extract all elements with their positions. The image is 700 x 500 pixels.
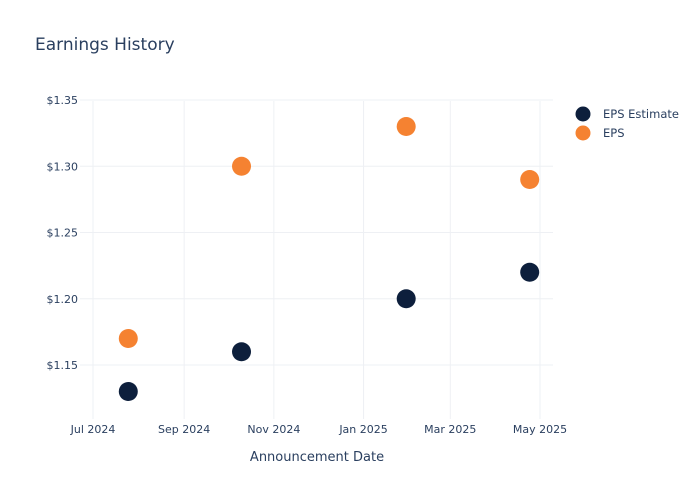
x-axis-title: Announcement Date — [250, 450, 384, 465]
y-tick-label: $1.30 — [47, 160, 79, 173]
eps-estimate-point[interactable] — [396, 289, 416, 309]
eps-point[interactable] — [396, 117, 416, 136]
legend: EPS Estimate EPS — [575, 106, 679, 141]
grid — [80, 99, 553, 419]
eps-point[interactable] — [232, 156, 252, 176]
x-tick-label: Jan 2025 — [338, 423, 387, 436]
eps-estimate-point[interactable] — [118, 382, 138, 401]
legend-label[interactable]: EPS — [603, 126, 625, 140]
chart-title: Earnings History — [35, 35, 175, 55]
data-points — [118, 117, 540, 401]
x-tick-label: Mar 2025 — [424, 423, 476, 436]
x-tick-label: Nov 2024 — [247, 423, 300, 436]
eps-point[interactable] — [520, 170, 540, 189]
y-tick-label: $1.25 — [47, 227, 79, 240]
y-tick-label: $1.15 — [47, 359, 79, 372]
eps-estimate-point[interactable] — [520, 262, 540, 282]
legend-marker[interactable] — [575, 106, 591, 122]
eps-point[interactable] — [118, 329, 138, 348]
legend-marker[interactable] — [575, 125, 591, 141]
eps-estimate-point[interactable] — [232, 342, 252, 362]
x-tick-label: Sep 2024 — [158, 423, 210, 436]
x-tick-label: Jul 2024 — [70, 423, 116, 436]
y-tick-label: $1.20 — [47, 293, 79, 306]
legend-label[interactable]: EPS Estimate — [603, 107, 679, 121]
y-tick-label: $1.35 — [47, 94, 79, 107]
x-tick-label: May 2025 — [513, 423, 567, 436]
tick-labels: $1.15 $1.20 $1.25 $1.30 $1.35 Jul 2024 Sep 202… — [47, 94, 568, 436]
